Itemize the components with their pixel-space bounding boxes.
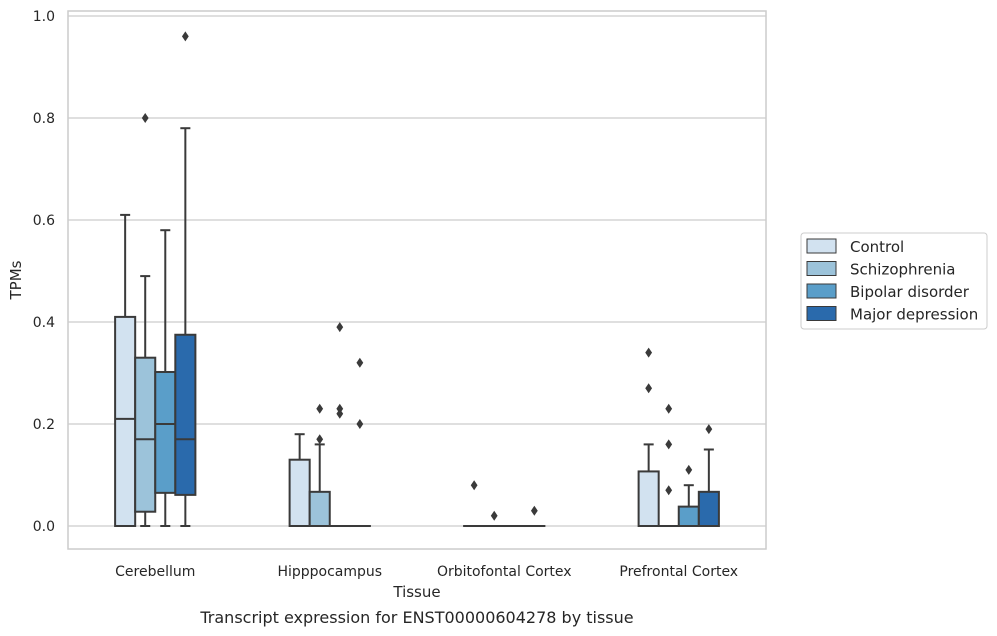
outlier-point (665, 403, 673, 414)
y-tick-label: 0.6 (33, 213, 55, 229)
x-tick-label: Orbitofontal Cortex (437, 564, 572, 580)
x-tick-label: Hipppocampus (277, 564, 382, 580)
chart-caption: Transcript expression for ENST0000060427… (199, 608, 633, 627)
outlier-point (470, 480, 478, 491)
box-group (657, 403, 680, 528)
x-tick-labels: Cerebellum Hipppocampus Orbitofontal Corte… (115, 564, 738, 580)
outlier-point (645, 347, 653, 358)
y-tick-label: 0.2 (33, 417, 55, 433)
outlier-point (705, 424, 713, 435)
y-tick-label: 0.0 (33, 519, 55, 535)
box-body (308, 490, 331, 527)
legend-swatch (806, 261, 837, 276)
box-group (288, 433, 311, 528)
box-group (677, 464, 700, 527)
box-body (697, 490, 720, 527)
box-group (134, 113, 157, 527)
box-group (463, 480, 486, 528)
box-group (523, 505, 546, 528)
legend-label: Schizophrenia (850, 261, 955, 279)
y-tick-labels: 0.0 0.2 0.4 0.6 0.8 1.0 (33, 9, 55, 535)
legend-label: Major depression (850, 306, 978, 324)
box-group (637, 347, 660, 527)
x-tick-label: Cerebellum (115, 564, 195, 580)
box-body (174, 333, 197, 496)
outlier-point (530, 505, 538, 516)
legend-swatch (806, 306, 837, 321)
outlier-point (356, 419, 364, 429)
box-body (637, 470, 660, 527)
legend-label: Bipolar disorder (850, 283, 970, 301)
outlier-point (316, 403, 324, 414)
y-tick-label: 1.0 (33, 9, 55, 25)
box-body (677, 505, 700, 527)
legend-frame (800, 232, 988, 330)
box-group (308, 403, 331, 527)
legend-swatch (806, 238, 837, 254)
outlier-point (665, 485, 673, 496)
box-body (114, 315, 137, 527)
plot-frame (67, 10, 767, 550)
outlier-point (336, 403, 344, 414)
box-body (134, 356, 157, 513)
box-body (154, 370, 177, 494)
y-tick-label: 0.4 (33, 315, 55, 331)
x-axis-title: Tissue (392, 583, 440, 601)
box-series (114, 31, 720, 528)
x-tick-label: Prefrontal Cortex (619, 564, 738, 580)
y-axis-title: TPMs (7, 260, 25, 300)
outlier-point (356, 357, 364, 368)
box-group (483, 510, 506, 528)
outlier-point (685, 464, 693, 475)
outlier-point (645, 383, 653, 394)
box-body (288, 458, 311, 528)
legend: Control Schizophrenia Bipolar disorder Majo… (800, 232, 988, 330)
box-group (348, 357, 371, 528)
outlier-point (181, 31, 189, 42)
outlier-point (336, 322, 344, 333)
outlier-point (490, 510, 498, 521)
outlier-point (316, 434, 324, 445)
outlier-point (141, 113, 149, 123)
y-tick-label: 0.8 (33, 111, 55, 127)
outlier-point (336, 408, 344, 419)
box-group (114, 213, 137, 527)
box-group (697, 424, 720, 527)
legend-swatch (806, 283, 837, 299)
box-group (154, 229, 177, 527)
outlier-point (665, 439, 673, 450)
legend-label: Control (850, 238, 904, 256)
box-group (174, 31, 197, 527)
